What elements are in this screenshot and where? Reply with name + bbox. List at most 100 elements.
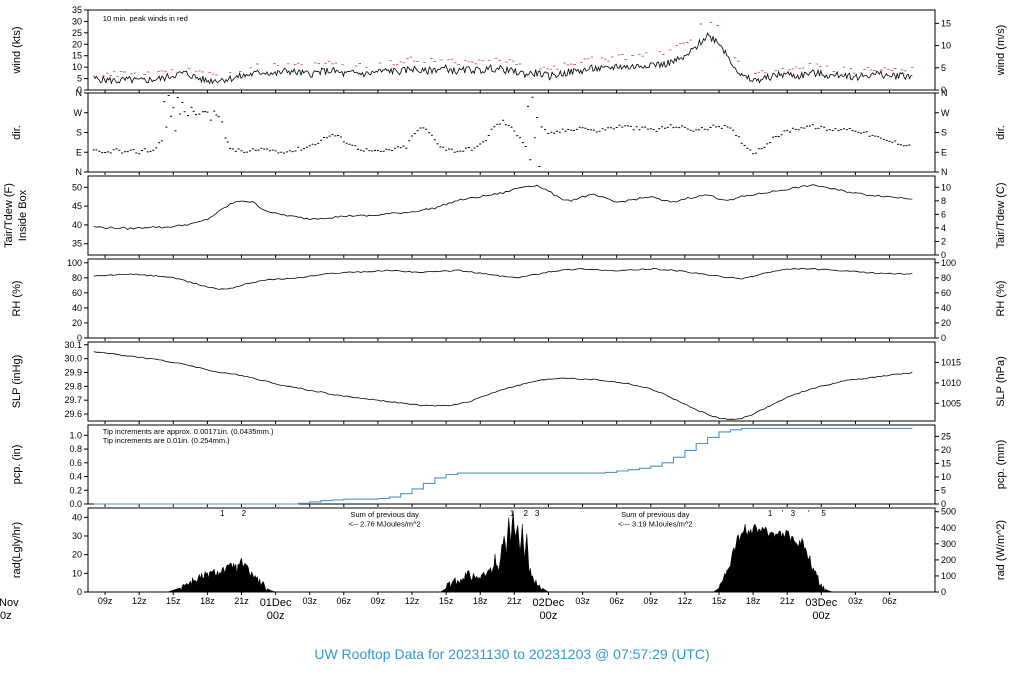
dir-axis-title-right: dir.	[995, 125, 1007, 140]
pcp-left-tick-label: 1.0	[69, 430, 82, 440]
x-date-label: 03Dec	[805, 597, 837, 609]
rad-axis-title-left: rad(Lgly/hr)	[11, 522, 23, 578]
rad-marker: 5	[821, 509, 826, 518]
rad-right-tick-label: 100	[941, 571, 956, 581]
rad-right-tick-label: 400	[941, 523, 956, 533]
slp-right-tick-label: 1010	[941, 378, 961, 388]
panel-slp: 29.6 29.7 29.8 29.9 30.0 30.1 1005 1010 1015 SLP …	[11, 340, 1007, 424]
tair-tdew-axis-title-right: Tair/Tdew (C)	[995, 182, 1007, 248]
x-tick-label: 09z	[644, 596, 659, 606]
slp-left-tick-label: 29.7	[64, 395, 82, 405]
dir-left-tick-label: S	[76, 128, 82, 138]
dir-left-tick-label: W	[74, 108, 83, 118]
x-tick-label: 12z	[132, 596, 147, 606]
pcp-right-tick-label: 5	[941, 485, 946, 495]
dir-frame	[87, 92, 936, 173]
rad-left-tick-label: 10	[72, 568, 82, 578]
wind-axis-title-left: wind (kts)	[11, 26, 23, 74]
slp-axis-title-right: SLP (hPa)	[995, 356, 1007, 407]
pcp-left-tick-label: 0.2	[69, 485, 82, 495]
rad-annotation: Sum of previous day	[621, 510, 690, 519]
rad-right-tick-label: 200	[941, 555, 956, 565]
rh-left-tick-label: 100	[67, 258, 82, 268]
x-tick-label: 21z	[780, 596, 795, 606]
pcp-right-tick-label: 10	[941, 472, 951, 482]
wind-left-tick-label: 5	[77, 74, 82, 84]
x-tick-label: 21z	[234, 596, 249, 606]
rad-marker: '	[808, 509, 810, 518]
x-tick-label: 18z	[473, 596, 488, 606]
slp-slp-inhg	[93, 351, 913, 420]
rad-solar-rad-lgly	[88, 511, 913, 593]
dir-wind-direction-deg	[92, 95, 911, 167]
x-axis: 09z 12z 15z 18z 21z 03z 06z 09z 12z 15z 18z 21z 03z 0…	[0, 596, 897, 622]
wind-left-tick-label: 20	[72, 39, 82, 49]
pcp-axis-title-right: pcp. (mm)	[995, 440, 1007, 490]
slp-left-tick-label: 29.6	[64, 409, 82, 419]
slp-left-tick-label: 30.0	[64, 354, 82, 364]
tair-tdew-left-tick-label: 35	[72, 239, 82, 249]
rh-right-tick-label: 80	[941, 273, 951, 283]
tair-tdew-right-tick-label: 0	[941, 250, 946, 260]
rad-marker: 1	[510, 509, 515, 518]
x-tick-label: 03z	[848, 596, 863, 606]
rad-axis-title-right: rad (W/m^2)	[995, 520, 1007, 580]
rad-marker: 1	[220, 509, 225, 518]
rh-right-tick-label: 40	[941, 303, 951, 313]
rh-right-tick-label: 60	[941, 288, 951, 298]
rh-axis-title-right: RH (%)	[995, 280, 1007, 316]
pcp-right-tick-label: 0	[941, 499, 946, 509]
chart-title: UW Rooftop Data for 20231130 to 20231203…	[314, 646, 710, 662]
panel-pcp: 0.0 0.2 0.4 0.6 0.8 1.0 0 5 10 15 20 25 pcp. (in) pcp…	[11, 424, 1007, 509]
dir-left-tick-label: N	[76, 88, 83, 98]
slp-left-tick-label: 30.1	[64, 340, 82, 350]
rad-marker: 3	[535, 509, 540, 518]
wind-left-tick-label: 0	[77, 85, 82, 95]
x-tick-label: 15z	[166, 596, 181, 606]
dir-right-tick-label: S	[941, 128, 947, 138]
rh-left-tick-label: 20	[72, 318, 82, 328]
rad-left-tick-label: 40	[72, 512, 82, 522]
x-date-label: 02Dec	[533, 597, 565, 609]
dir-axis-title-left: dir.	[11, 125, 23, 140]
x-tick-label: 09z	[371, 596, 386, 606]
wind-right-tick-label: 0	[941, 85, 946, 95]
x-date-label-hour: 00z	[267, 610, 285, 622]
slp-left-tick-label: 29.9	[64, 367, 82, 377]
wind-right-tick-label: 10	[941, 41, 951, 51]
pcp-left-tick-label: 0.6	[69, 458, 82, 468]
x-date-label-hour: 00z	[0, 610, 12, 622]
x-tick-label: 06z	[882, 596, 897, 606]
wind-right-tick-label: 15	[941, 18, 951, 28]
tair-tdew-right-tick-label: 8	[941, 196, 946, 206]
x-tick-label: 09z	[98, 596, 113, 606]
rh-right-tick-label: 20	[941, 318, 951, 328]
wind-frame	[87, 9, 936, 91]
x-tick-label: 15z	[439, 596, 454, 606]
wind-avg-wind-kts	[93, 32, 913, 85]
wind-axis-title-right: wind (m/s)	[995, 25, 1007, 77]
dir-right-tick-label: W	[941, 108, 950, 118]
tair-tdew-right-tick-label: 2	[941, 236, 946, 246]
slp-axis-title-left: SLP (inHg)	[11, 355, 23, 409]
wind-right-tick-label: 5	[941, 63, 946, 73]
pcp-right-tick-label: 20	[941, 445, 951, 455]
rad-annotation: Sum of previous day	[351, 510, 420, 519]
rh-left-tick-label: 60	[72, 288, 82, 298]
tair-tdew-right-tick-label: 10	[941, 182, 951, 192]
dir-right-tick-label: N	[941, 167, 948, 177]
rad-marker: '	[782, 509, 784, 518]
x-tick-label: 06z	[609, 596, 624, 606]
pcp-left-tick-label: 0.0	[69, 499, 82, 509]
x-tick-label: 18z	[200, 596, 215, 606]
x-tick-label: 18z	[746, 596, 761, 606]
rh-left-tick-label: 80	[72, 273, 82, 283]
wind-left-tick-label: 35	[72, 5, 82, 15]
slp-left-tick-label: 29.8	[64, 381, 82, 391]
rad-marker: 2	[523, 509, 528, 518]
rad-left-tick-label: 0	[77, 587, 82, 597]
x-date-label-hour: 00z	[812, 610, 830, 622]
